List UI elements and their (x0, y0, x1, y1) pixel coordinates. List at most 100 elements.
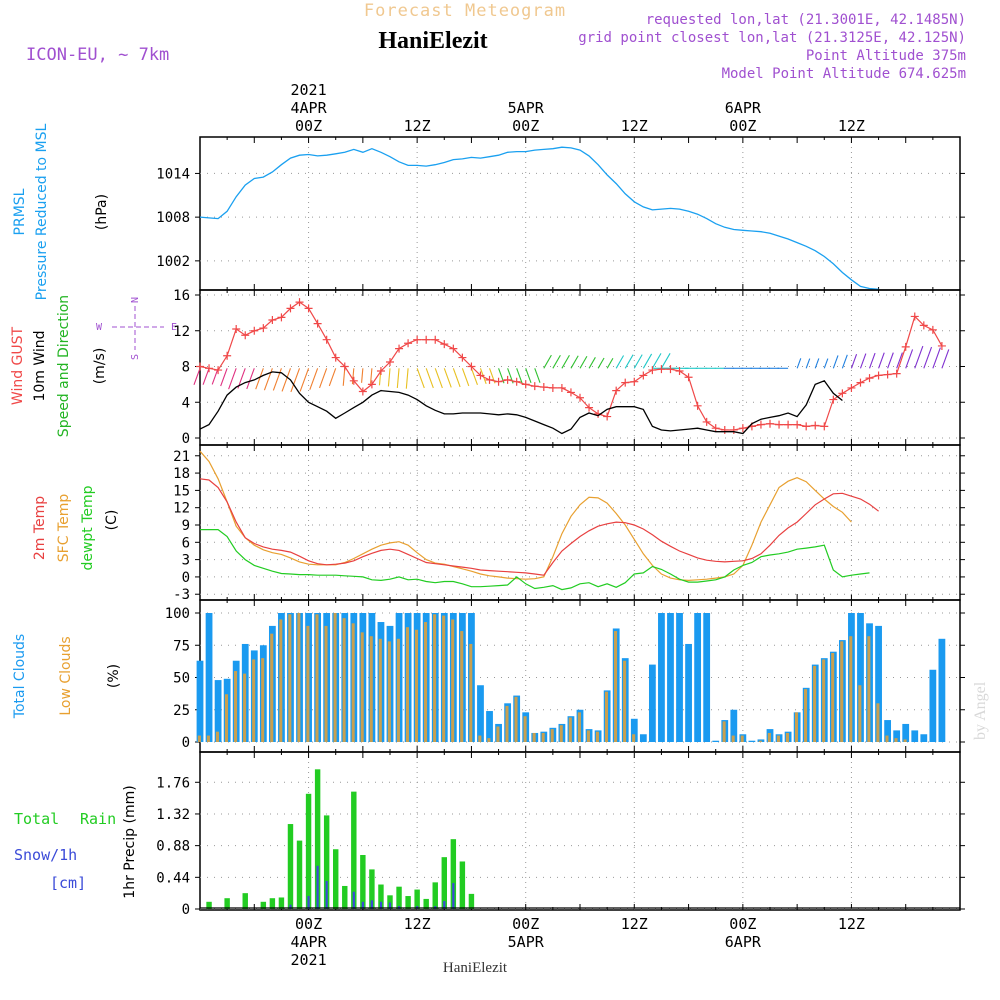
low-cloud-bar (424, 622, 428, 742)
total-cloud-bar (196, 660, 204, 742)
gust-marker (485, 375, 494, 384)
gust-marker (214, 366, 223, 375)
y-tick-label: 1.32 (156, 807, 190, 823)
wind-direction-arrow (905, 349, 914, 369)
rain-bar (296, 840, 303, 909)
low-cloud-bar (794, 712, 799, 742)
wind-direction-arrow (570, 355, 579, 369)
low-cloud-bar (849, 636, 853, 742)
pressure-unit-label: (hPa) (94, 194, 110, 230)
gust-marker (458, 353, 467, 362)
low-cloud-bar (740, 735, 744, 742)
rain-bar (369, 869, 375, 909)
gust-marker (892, 369, 901, 378)
cloud-panel-labels: Total Clouds Low Clouds (%) (12, 634, 122, 719)
wind-direction-arrow (272, 368, 282, 391)
total-cloud-bar (884, 720, 892, 742)
low-cloud-bar (451, 619, 455, 742)
rain-bar (450, 839, 457, 909)
station-title: HaniElezit (378, 28, 487, 54)
y-tick-label: 21 (173, 449, 190, 465)
model-label: ICON-EU, ~ 7km (26, 45, 169, 65)
rain-bar (432, 882, 438, 909)
wind-direction-arrow (328, 368, 337, 387)
gust-marker (901, 342, 910, 351)
gust-marker (286, 304, 295, 313)
low-cloud-bar (324, 625, 328, 742)
gust-marker (784, 420, 793, 429)
gust-marker (349, 376, 358, 385)
low-cloud-bar (197, 735, 201, 742)
gust-marker (729, 425, 738, 434)
y-tick-label: 25 (173, 703, 190, 719)
rain-bar (305, 793, 312, 909)
y-tick-label: 100 (165, 606, 190, 622)
wind-direction-arrow (869, 352, 876, 369)
gust-marker (322, 335, 331, 344)
clouds-panel: 0 25 50 75 100 (165, 599, 965, 753)
gust-marker (476, 371, 485, 380)
low-cloud-bar (632, 734, 636, 742)
prmsl-line (199, 146, 879, 290)
total-cloud-bar (712, 740, 720, 742)
wind10m-line (199, 371, 843, 435)
gust-marker (756, 420, 765, 429)
low-cloud-bar (215, 731, 219, 742)
rain-bar (378, 884, 384, 909)
wind-direction-arrow (255, 368, 264, 390)
gust-marker (874, 371, 883, 380)
gust-marker (829, 395, 838, 404)
y-tick-label: 1.76 (156, 775, 190, 791)
low-cloud-bar (813, 665, 817, 742)
low-cloud-bar (804, 689, 808, 742)
t2m-label: 2m Temp (32, 496, 48, 560)
rain-bar (333, 849, 339, 909)
y-tick-label: 18 (173, 466, 190, 482)
wind-direction-arrow (823, 358, 829, 369)
gust-label: Wind GUST (10, 326, 26, 405)
wind-direction-arrow (543, 354, 552, 369)
wind-direction-arrow (579, 356, 588, 369)
total-cloud-bar (685, 643, 692, 742)
gust-marker (883, 370, 892, 379)
gust-marker (566, 388, 575, 397)
time-label-top: 12Z (621, 117, 648, 135)
wind-direction-arrow (405, 368, 409, 389)
low-cloud-bar (279, 619, 283, 742)
rain-bar (441, 857, 447, 909)
gust-marker (304, 304, 313, 313)
gust-marker (684, 373, 693, 382)
wind-direction-arrow (370, 368, 373, 384)
wind-direction-arrow (309, 368, 319, 390)
low-cloud-bar (396, 638, 400, 742)
low-clouds-label: Low Clouds (58, 636, 74, 715)
total-cloud-bar (676, 613, 683, 742)
low-cloud-bar (523, 716, 527, 742)
rain-bar (342, 885, 348, 909)
snow-bar (316, 865, 319, 909)
wind-panel-labels: Wind GUST 10m Wind Speed and Direction (… (10, 295, 177, 437)
total-cloud-bar (486, 711, 493, 742)
low-cloud-bar (405, 627, 409, 742)
wind-direction-arrow (202, 368, 210, 385)
low-cloud-bar (351, 623, 355, 742)
total-cloud-bar (938, 638, 946, 742)
low-cloud-bar (224, 694, 229, 742)
gust-marker (937, 341, 946, 350)
time-label-top: 12Z (404, 117, 431, 135)
gust-marker (521, 380, 530, 389)
wind-direction-arrow (534, 368, 541, 383)
wind-direction-arrow (796, 358, 802, 369)
low-cloud-bar (840, 641, 844, 742)
gust-marker (919, 321, 928, 330)
watermark: by Angel (972, 681, 989, 740)
gust-marker (530, 382, 539, 391)
gust-marker (802, 422, 811, 431)
wind-direction-arrow (814, 358, 820, 369)
gust-marker (313, 319, 322, 328)
wind-direction-arrow (887, 352, 894, 369)
gust-marker (612, 386, 621, 395)
gust-marker (223, 351, 232, 360)
precip-panel: 0 0.44 0.88 1.32 1.76 (156, 751, 965, 918)
